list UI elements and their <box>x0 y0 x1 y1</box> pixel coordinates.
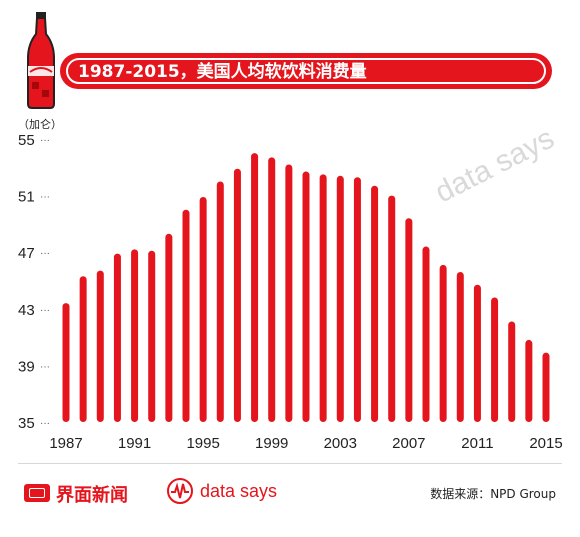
y-tick-dots: ··· <box>40 305 50 316</box>
bar-2010 <box>456 272 464 422</box>
bar-2003 <box>336 175 344 422</box>
bar-1992 <box>148 250 156 422</box>
bar-1997 <box>233 168 241 422</box>
bar-1999 <box>268 157 276 422</box>
bar-2002 <box>319 174 327 422</box>
bar-2007 <box>405 218 413 422</box>
y-tick-dots: ··· <box>40 135 50 146</box>
x-tick-label: 2015 <box>529 435 562 452</box>
data-says-logo-icon <box>167 478 193 504</box>
bar-2008 <box>422 246 430 422</box>
soda-bottle-icon <box>27 12 55 109</box>
y-axis-unit-label: （加仑） <box>18 118 62 131</box>
brand-name: 界面新闻 <box>56 485 128 506</box>
chart-title: 1987-2015，美国人均软饮料消费量 <box>78 62 367 82</box>
footer-divider <box>18 463 562 464</box>
bar-1995 <box>199 197 207 422</box>
y-tick-label: 43 <box>18 302 35 319</box>
bar-1990 <box>113 253 121 422</box>
y-tick-dots: ··· <box>40 192 50 203</box>
jiemian-logo-icon <box>24 484 50 502</box>
y-tick-label: 51 <box>18 189 35 206</box>
bar-1988 <box>79 276 87 422</box>
bar-1993 <box>165 233 173 422</box>
x-tick-label: 2003 <box>324 435 357 452</box>
x-tick-label: 2007 <box>392 435 425 452</box>
bar-2015 <box>542 352 550 422</box>
title-banner: 1987-2015，美国人均软饮料消费量 <box>60 53 552 89</box>
bar-2013 <box>508 321 516 422</box>
bar-2006 <box>388 195 396 422</box>
y-tick-label: 55 <box>18 132 35 149</box>
bar-2004 <box>353 177 361 422</box>
y-tick-dots: ··· <box>40 418 50 429</box>
x-tick-label: 1999 <box>255 435 288 452</box>
y-tick-label: 35 <box>18 415 35 432</box>
bar-2001 <box>302 171 310 422</box>
bar-1994 <box>182 209 190 422</box>
y-tick-label: 39 <box>18 358 35 375</box>
bar-1987 <box>62 303 70 422</box>
bar-2011 <box>473 284 481 422</box>
y-tick-label: 47 <box>18 245 35 262</box>
bar-2012 <box>491 297 499 422</box>
bar-2009 <box>439 264 447 422</box>
x-tick-label: 1987 <box>49 435 82 452</box>
x-tick-label: 2011 <box>461 435 493 452</box>
bar-1998 <box>251 153 259 422</box>
bar-2000 <box>285 164 293 422</box>
bar-1991 <box>131 249 139 422</box>
title-banner-border <box>66 58 546 84</box>
x-tick-label: 1995 <box>186 435 219 452</box>
source-note: 数据来源：NPD Group <box>430 487 556 501</box>
partner-name: data says <box>200 481 278 501</box>
bar-2005 <box>371 185 379 422</box>
bar-1989 <box>96 270 104 422</box>
y-tick-dots: ··· <box>40 361 50 372</box>
bar-2014 <box>525 339 533 422</box>
bar-1996 <box>216 181 224 422</box>
x-tick-label: 1991 <box>118 435 151 452</box>
y-tick-dots: ··· <box>40 248 50 259</box>
